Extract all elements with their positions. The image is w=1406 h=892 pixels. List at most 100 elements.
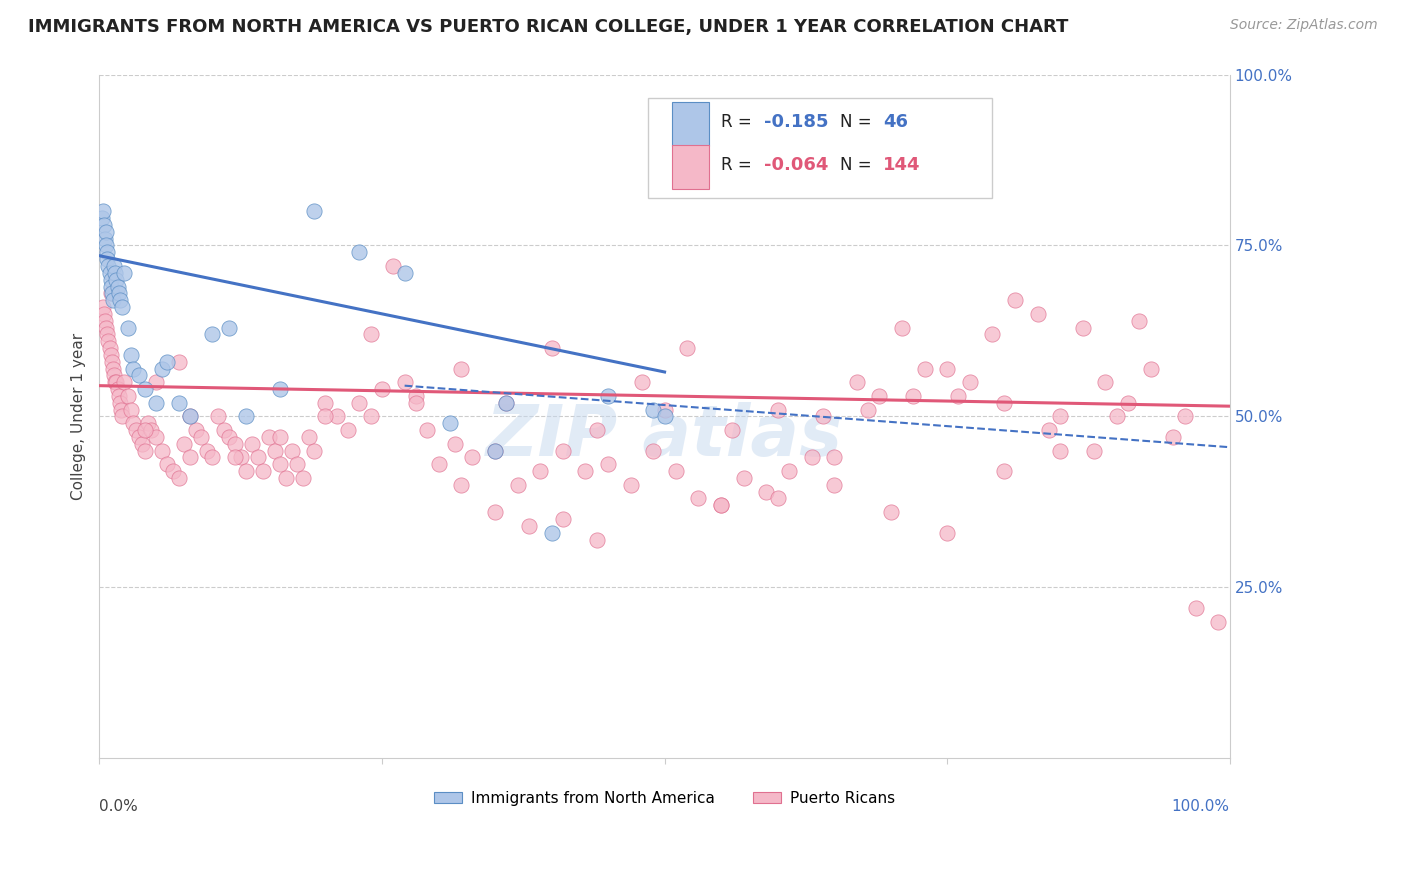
Point [120,348,142,362]
Point [574,464,596,478]
Point [179,409,201,424]
Point [156,355,179,369]
Point [111,409,134,424]
Point [107,382,129,396]
Point [105,376,128,390]
Point [733,471,755,485]
Point [128,430,150,444]
Point [620,478,643,492]
Text: -0.064: -0.064 [763,156,828,174]
Point [1049,443,1071,458]
Point [394,266,416,280]
Point [122,361,145,376]
Point [450,361,472,376]
Point [100,348,122,362]
Point [104,266,127,280]
Text: R =: R = [721,156,756,174]
Point [145,430,167,444]
Point [643,402,665,417]
Point [993,464,1015,478]
Point [91,204,114,219]
FancyBboxPatch shape [672,102,709,146]
Point [676,341,699,355]
Point [150,361,173,376]
Point [145,396,167,410]
Point [101,286,124,301]
Point [235,464,257,478]
Point [766,491,789,506]
Point [111,300,134,314]
Point [394,376,416,390]
Point [91,300,114,314]
Point [710,499,733,513]
Point [297,430,319,444]
Point [280,443,302,458]
Point [136,417,159,431]
Point [506,478,529,492]
Point [90,211,112,226]
Point [596,458,619,472]
Point [337,423,360,437]
Point [811,409,834,424]
Point [134,423,156,437]
Point [124,423,146,437]
Point [96,245,118,260]
Point [94,314,117,328]
Point [269,430,291,444]
Point [93,218,115,232]
Point [427,458,450,472]
Point [134,382,156,396]
Point [1116,396,1139,410]
Point [349,245,371,260]
Point [654,409,676,424]
Point [229,450,252,465]
Text: N =: N = [839,113,877,131]
Point [495,396,517,410]
Point [218,320,240,334]
Point [551,512,574,526]
Point [551,443,574,458]
Point [224,450,246,465]
Point [585,423,607,437]
Text: R =: R = [721,113,756,131]
Point [1139,361,1161,376]
Point [108,293,131,308]
Text: 46: 46 [883,113,908,131]
Point [993,396,1015,410]
Point [596,389,619,403]
Point [959,376,981,390]
Point [823,478,845,492]
Point [948,389,970,403]
Point [112,266,135,280]
Point [382,259,405,273]
Point [529,464,551,478]
Point [1094,376,1116,390]
Point [371,382,394,396]
Point [1071,320,1094,334]
Point [890,320,912,334]
Point [101,355,124,369]
Point [484,505,506,519]
Point [540,341,562,355]
Point [914,361,936,376]
Y-axis label: College, Under 1 year: College, Under 1 year [72,333,86,500]
Text: 0.0%: 0.0% [100,799,138,814]
Point [823,450,845,465]
Point [1173,409,1195,424]
Point [167,355,190,369]
Point [190,430,212,444]
Text: IMMIGRANTS FROM NORTH AMERICA VS PUERTO RICAN COLLEGE, UNDER 1 YEAR CORRELATION : IMMIGRANTS FROM NORTH AMERICA VS PUERTO … [28,18,1069,36]
Point [405,396,427,410]
Point [235,409,257,424]
Point [800,450,823,465]
Point [766,402,789,417]
Point [240,437,263,451]
Point [252,464,274,478]
Point [315,396,337,410]
Point [274,471,297,485]
Point [291,471,314,485]
Point [495,396,517,410]
Point [484,443,506,458]
Point [100,286,122,301]
Point [1083,443,1105,458]
